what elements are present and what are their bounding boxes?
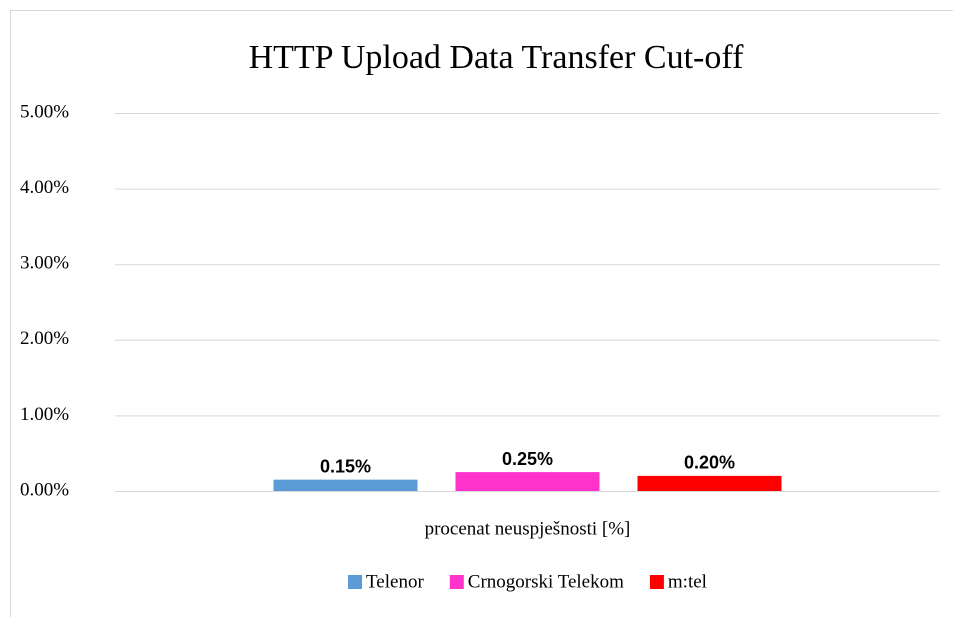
legend-label: m:tel [668,571,707,592]
y-tick-label: 2.00% [20,328,69,349]
y-tick-label: 4.00% [20,177,69,198]
legend-swatch [449,575,464,589]
data-label: 0.20% [684,453,735,473]
x-tick-label: procenat neuspješnosti [%] [425,518,631,539]
chart-frame [10,10,953,617]
bar [455,472,600,491]
legend-swatch [348,575,363,589]
bar [637,475,782,491]
y-tick-label: 1.00% [20,404,69,425]
y-tick-label: 0.00% [20,479,69,500]
bar [273,479,418,491]
data-label: 0.25% [502,449,553,469]
y-tick-label: 3.00% [20,253,69,274]
legend-swatch [649,575,664,589]
y-tick-label: 5.00% [20,101,69,122]
chart-title: HTTP Upload Data Transfer Cut-off [249,39,745,76]
data-label: 0.15% [320,456,371,476]
legend-label: Crnogorski Telekom [468,571,624,592]
legend-label: Telenor [366,571,424,592]
